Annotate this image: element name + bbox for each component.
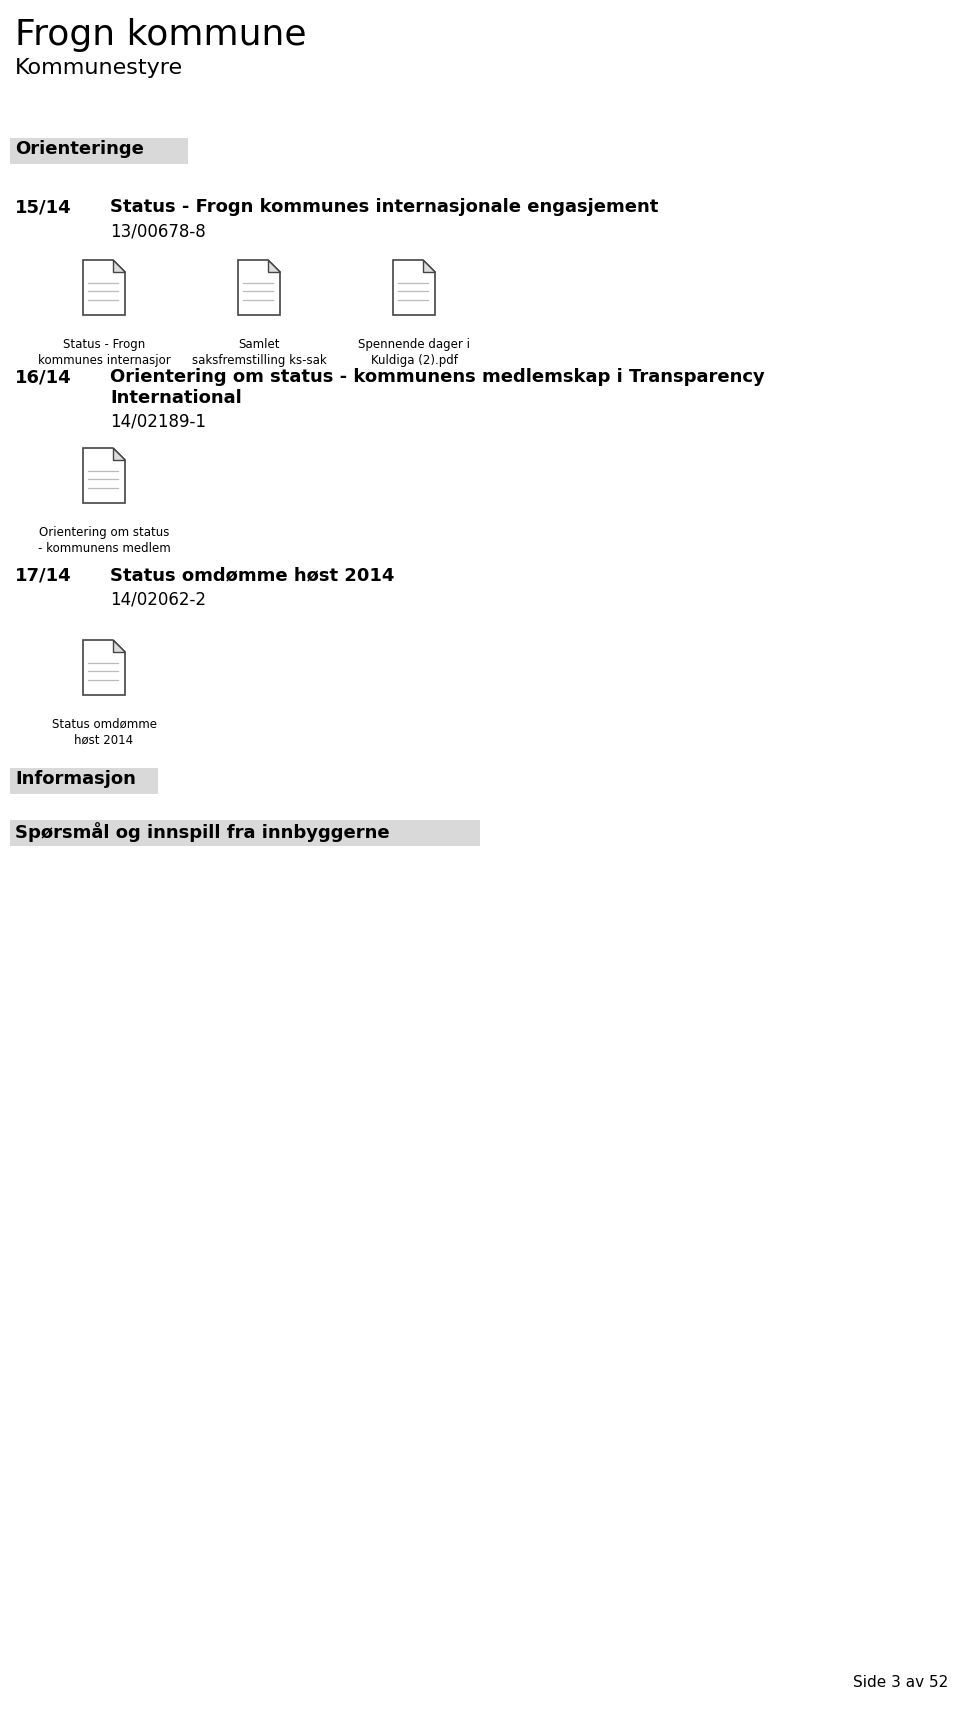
Text: Status - Frogn
kommunes internasjor: Status - Frogn kommunes internasjor [37,338,170,367]
Text: Orientering om status - kommunens medlemskap i Transparency
International: Orientering om status - kommunens medlem… [110,367,765,407]
Text: 17/14: 17/14 [15,566,72,584]
Polygon shape [83,260,125,314]
Text: Status omdømme høst 2014: Status omdømme høst 2014 [110,566,395,584]
Text: Frogn kommune: Frogn kommune [15,19,306,51]
Text: Informasjon: Informasjon [15,771,136,788]
Polygon shape [423,260,435,272]
Polygon shape [393,260,435,314]
Text: Status - Frogn kommunes internasjonale engasjement: Status - Frogn kommunes internasjonale e… [110,198,659,215]
Text: 14/02189-1: 14/02189-1 [110,412,206,431]
Polygon shape [83,448,125,502]
Polygon shape [268,260,280,272]
Polygon shape [113,639,125,653]
Text: Spennende dager i
Kuldiga (2).pdf: Spennende dager i Kuldiga (2).pdf [358,338,470,367]
Polygon shape [238,260,280,314]
FancyBboxPatch shape [10,767,158,795]
Text: Status omdømme
høst 2014: Status omdømme høst 2014 [52,718,156,747]
Text: 16/14: 16/14 [15,367,72,386]
Text: 13/00678-8: 13/00678-8 [110,222,205,239]
Polygon shape [113,448,125,460]
Text: Kommunestyre: Kommunestyre [15,58,183,79]
Text: 14/02062-2: 14/02062-2 [110,590,206,608]
Text: 15/14: 15/14 [15,198,72,215]
FancyBboxPatch shape [10,138,188,164]
Text: Samlet
saksfremstilling ks-sak: Samlet saksfremstilling ks-sak [192,338,326,367]
Polygon shape [83,639,125,696]
FancyBboxPatch shape [10,820,480,846]
Polygon shape [113,260,125,272]
Text: Side 3 av 52: Side 3 av 52 [852,1675,948,1690]
Text: Spørsmål og innspill fra innbyggerne: Spørsmål og innspill fra innbyggerne [15,822,390,843]
Text: Orienteringe: Orienteringe [15,140,144,157]
Text: Orientering om status
- kommunens medlem: Orientering om status - kommunens medlem [37,526,170,555]
